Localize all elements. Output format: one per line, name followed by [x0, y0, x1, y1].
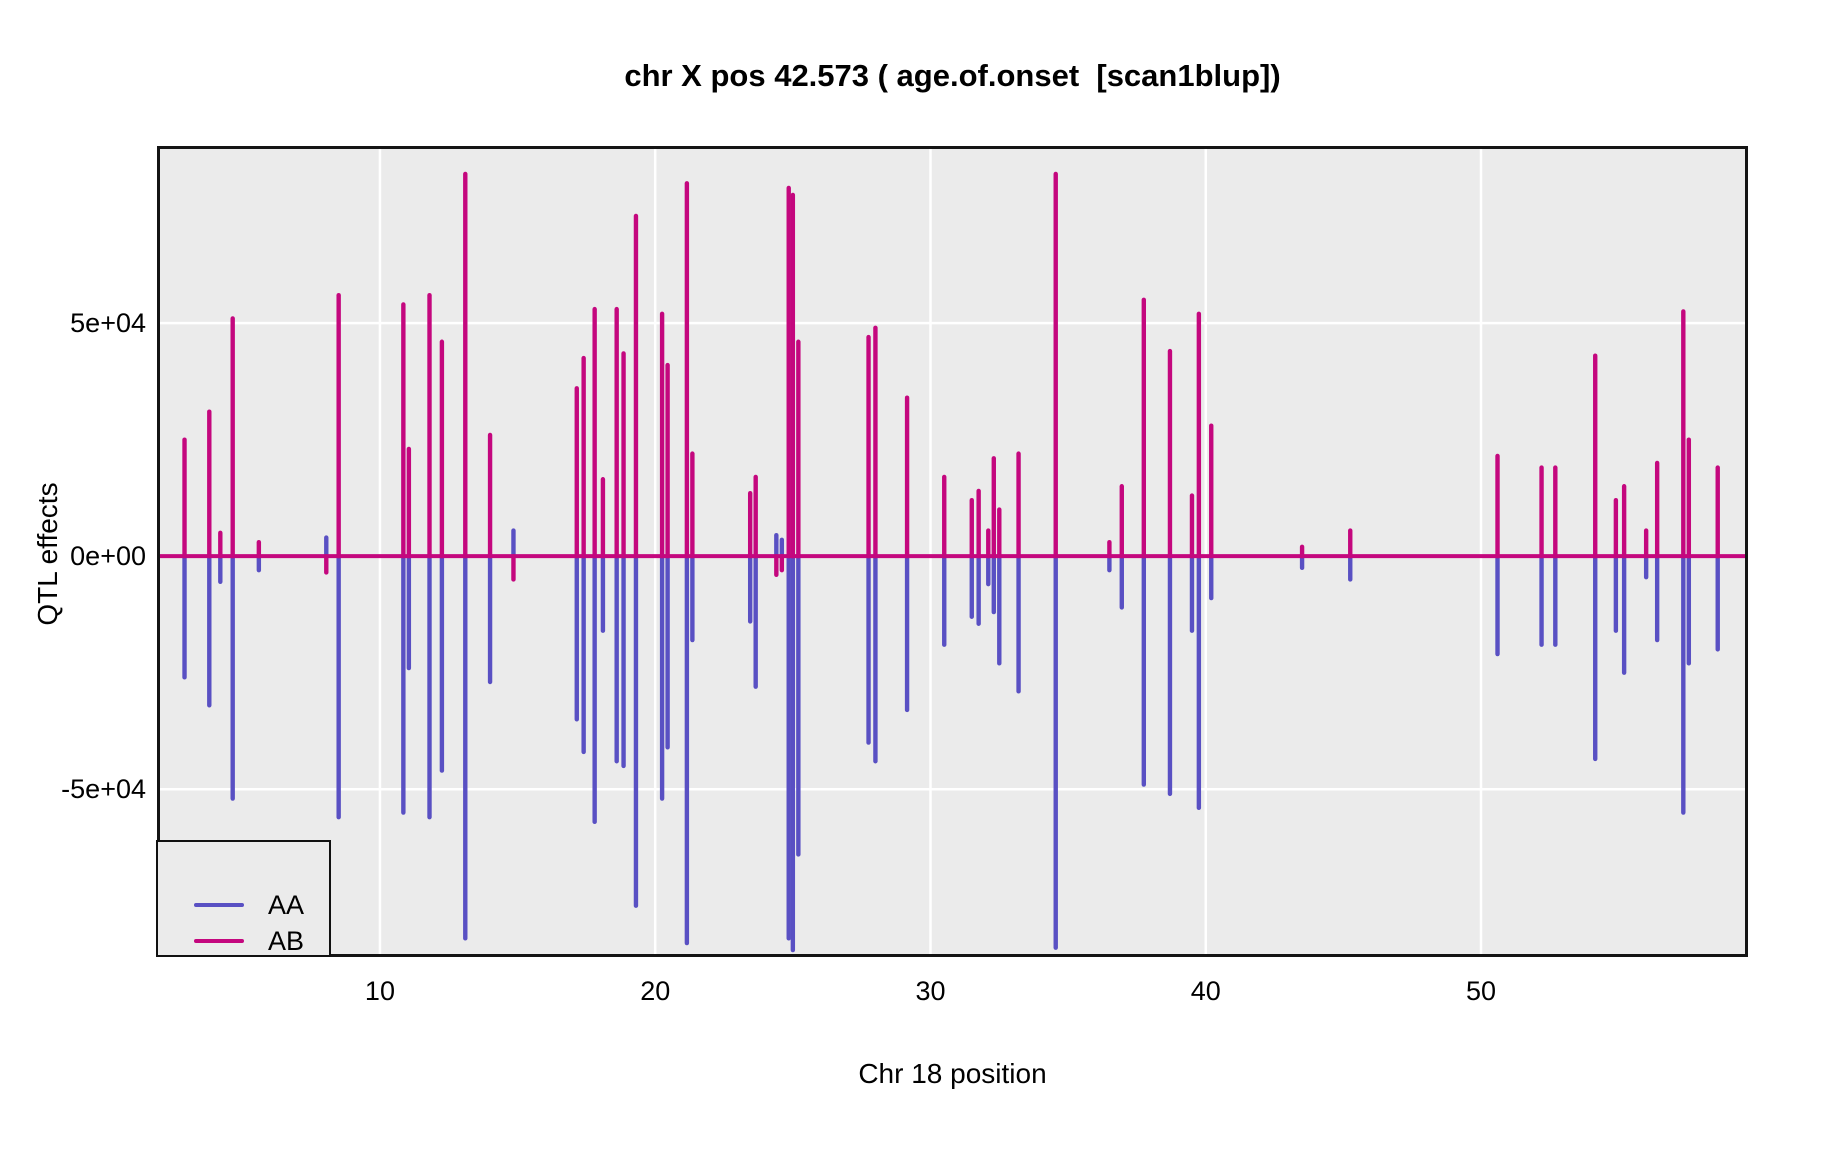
plot-canvas: [157, 146, 1748, 957]
x-axis-title: Chr 18 position: [858, 1058, 1047, 1089]
y-tick-label: -5e+04: [61, 774, 146, 805]
plot-panel: [157, 146, 1748, 957]
chart-title: chr X pos 42.573 ( age.of.onset [scan1bl…: [624, 58, 1281, 93]
panel-background: [157, 146, 1748, 957]
x-tick-label: 10: [364, 976, 395, 1006]
panel-border: [157, 146, 1748, 957]
y-tick-label: 5e+04: [70, 308, 146, 339]
x-tick-label: 40: [1190, 976, 1221, 1006]
ab-line-swatch: [194, 939, 244, 943]
legend-entry-aa: AA: [158, 888, 329, 922]
x-tick-label: 50: [1465, 976, 1496, 1006]
y-tick-label: 0e+00: [70, 541, 146, 572]
x-tick-label: 20: [640, 976, 671, 1006]
legend-label-ab: AB: [268, 925, 305, 956]
legend-entry-ab: AB: [158, 924, 329, 958]
legend-label-aa: AA: [268, 889, 305, 920]
aa-line-swatch: [194, 903, 244, 907]
legend: AA AB: [156, 840, 331, 957]
x-tick-label: 30: [915, 976, 946, 1006]
